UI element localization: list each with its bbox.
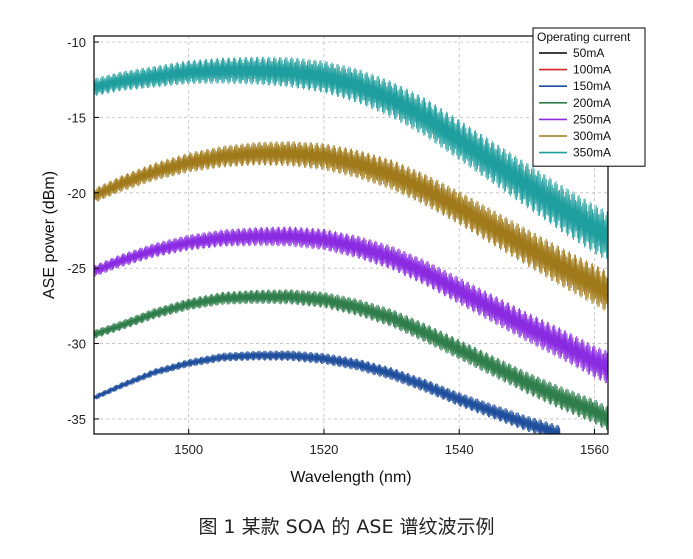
y-tick-label: -20 xyxy=(67,186,86,201)
plot-frame xyxy=(93,35,609,435)
legend-label-350mA: 350mA xyxy=(573,146,611,160)
series-line-250mA xyxy=(94,226,608,384)
legend-label-300mA: 300mA xyxy=(573,129,611,143)
legend-title: Operating current xyxy=(537,30,631,44)
legend-label-200mA: 200mA xyxy=(573,96,611,110)
x-tick-label: 1500 xyxy=(174,442,203,457)
x-tick-label: 1540 xyxy=(445,442,474,457)
legend-label-150mA: 150mA xyxy=(573,79,611,93)
series-layer xyxy=(94,56,608,434)
series-line-200mA xyxy=(94,289,608,432)
x-tick-label: 1520 xyxy=(309,442,338,457)
figure-caption: 图 1 某款 SOA 的 ASE 谱纹波示例 xyxy=(198,516,495,538)
axis-ticks: 1500 1520 1540 1560 -10 -15 -20 -25 -30 -35 xyxy=(67,35,609,457)
y-tick-label: -35 xyxy=(67,412,86,427)
y-tick-label: -25 xyxy=(67,261,86,276)
y-tick-label: -10 xyxy=(67,35,86,50)
legend-label-250mA: 250mA xyxy=(573,112,611,126)
series-line-300mA xyxy=(94,140,608,312)
y-tick-label: -15 xyxy=(67,110,86,125)
legend: Operating current 50mA 100mA 150mA 200mA 250… xyxy=(532,27,646,167)
legend-label-50mA: 50mA xyxy=(573,46,604,60)
y-axis-title: ASE power (dBm) xyxy=(41,171,58,299)
legend-label-100mA: 100mA xyxy=(573,63,611,77)
series-line-150mA xyxy=(94,350,561,434)
y-tick-label: -30 xyxy=(67,337,86,352)
series-line-350mA xyxy=(94,56,608,262)
x-tick-label: 1560 xyxy=(580,442,609,457)
x-axis-title: Wavelength (nm) xyxy=(290,469,411,486)
ase-spectrum-chart: 1500 1520 1540 1560 -10 -15 -20 -25 -30 -35 Wavel… xyxy=(41,27,646,486)
legend-box xyxy=(532,27,646,167)
